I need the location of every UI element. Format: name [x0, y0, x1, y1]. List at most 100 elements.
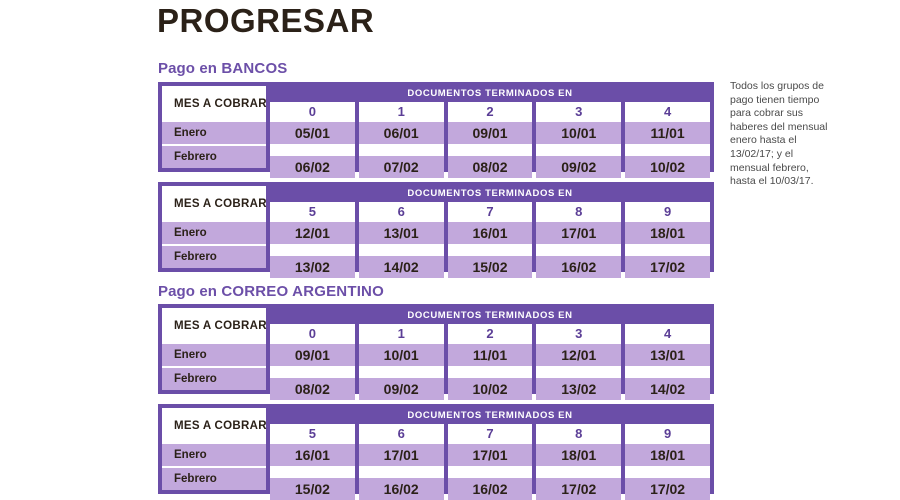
cell-enero: 10/01 [358, 344, 444, 366]
cell-enero: 16/01 [447, 222, 533, 244]
cell-febrero: 16/02 [358, 478, 444, 500]
cell-febrero: 06/02 [270, 156, 355, 178]
row-separator [162, 144, 266, 146]
row-separator [162, 244, 266, 246]
documents-group: DOCUMENTOS TERMINADOS EN 0 09/01 08/02 1… [270, 308, 710, 400]
row-separator [162, 466, 266, 468]
row-label-febrero: Febrero [162, 368, 266, 390]
doc-digit: 4 [625, 102, 710, 122]
doc-column: 2 11/01 10/02 [447, 324, 533, 400]
documents-columns: 0 05/01 06/02 1 06/01 07/02 2 09/01 08/0… [270, 102, 710, 178]
cell-febrero: 10/02 [447, 378, 533, 400]
doc-column: 8 17/01 16/02 [536, 202, 622, 278]
cell-enero: 06/01 [358, 122, 444, 144]
row-label-enero: Enero [162, 122, 266, 144]
cell-febrero: 08/02 [270, 378, 355, 400]
cell-febrero: 14/02 [625, 378, 710, 400]
doc-column: 4 11/01 10/02 [625, 102, 710, 178]
doc-digit: 7 [447, 424, 533, 444]
documents-group: DOCUMENTOS TERMINADOS EN 5 16/01 15/02 6… [270, 408, 710, 500]
doc-digit: 1 [358, 102, 444, 122]
section-heading-emph: CORREO ARGENTINO [221, 283, 384, 300]
cell-enero: 13/01 [625, 344, 710, 366]
cell-enero: 12/01 [536, 344, 622, 366]
doc-column: 9 18/01 17/02 [625, 424, 710, 500]
doc-column: 4 13/01 14/02 [625, 324, 710, 400]
doc-digit: 8 [536, 202, 622, 222]
cell-febrero: 15/02 [270, 478, 355, 500]
cell-enero: 09/01 [447, 122, 533, 144]
row-separator [270, 244, 355, 256]
table-bancos-0-4: MES A COBRAR Enero Febrero DOCUMENTOS TE… [158, 82, 714, 178]
doc-digit: 3 [536, 324, 622, 344]
row-separator [162, 366, 266, 368]
cell-enero: 11/01 [447, 344, 533, 366]
side-note: Todos los grupos de pago tienen tiempo p… [730, 80, 828, 188]
cell-enero: 18/01 [625, 444, 710, 466]
section-heading-lead: Pago en [158, 283, 222, 300]
documents-header: DOCUMENTOS TERMINADOS EN [270, 308, 710, 324]
page-title: PROGRESAR [157, 2, 375, 39]
cell-febrero: 15/02 [447, 256, 533, 278]
row-separator [536, 144, 622, 156]
cell-febrero: 17/02 [536, 478, 622, 500]
doc-digit: 3 [536, 102, 622, 122]
doc-digit: 9 [625, 202, 710, 222]
row-separator [270, 366, 355, 378]
cell-febrero: 17/02 [625, 256, 710, 278]
doc-column: 7 16/01 15/02 [447, 202, 533, 278]
doc-digit: 6 [358, 202, 444, 222]
row-separator [536, 466, 622, 478]
cell-enero: 12/01 [270, 222, 355, 244]
cell-enero: 17/01 [536, 222, 622, 244]
cell-febrero: 09/02 [358, 378, 444, 400]
row-label-febrero: Febrero [162, 146, 266, 168]
row-separator [358, 366, 444, 378]
doc-column: 7 17/01 16/02 [447, 424, 533, 500]
cell-febrero: 13/02 [536, 378, 622, 400]
section-heading-bancos: Pago en BANCOS [158, 60, 288, 77]
doc-digit: 4 [625, 324, 710, 344]
row-separator [447, 366, 533, 378]
doc-column: 1 10/01 09/02 [358, 324, 444, 400]
cell-febrero: 16/02 [447, 478, 533, 500]
table-bancos-5-9: MES A COBRAR Enero Febrero DOCUMENTOS TE… [158, 182, 714, 278]
doc-column: 2 09/01 08/02 [447, 102, 533, 178]
cell-febrero: 16/02 [536, 256, 622, 278]
documents-header: DOCUMENTOS TERMINADOS EN [270, 408, 710, 424]
row-label-enero: Enero [162, 222, 266, 244]
row-separator [447, 144, 533, 156]
month-header: MES A COBRAR [162, 86, 267, 122]
doc-column: 0 05/01 06/02 [270, 102, 355, 178]
doc-column: 8 18/01 17/02 [536, 424, 622, 500]
doc-digit: 7 [447, 202, 533, 222]
doc-column: 1 06/01 07/02 [358, 102, 444, 178]
section-heading-lead: Pago en [158, 60, 222, 77]
doc-digit: 6 [358, 424, 444, 444]
section-heading-correo: Pago en CORREO ARGENTINO [158, 283, 384, 300]
row-separator [447, 466, 533, 478]
doc-column: 5 16/01 15/02 [270, 424, 355, 500]
cell-enero: 10/01 [536, 122, 622, 144]
cell-enero: 17/01 [358, 444, 444, 466]
month-column: MES A COBRAR Enero Febrero [162, 408, 267, 490]
month-header: MES A COBRAR [162, 308, 267, 344]
row-separator [536, 366, 622, 378]
month-header: MES A COBRAR [162, 408, 267, 444]
doc-column: 5 12/01 13/02 [270, 202, 355, 278]
table-correo-5-9: MES A COBRAR Enero Febrero DOCUMENTOS TE… [158, 404, 714, 500]
cell-enero: 13/01 [358, 222, 444, 244]
cell-febrero: 08/02 [447, 156, 533, 178]
documents-columns: 0 09/01 08/02 1 10/01 09/02 2 11/01 10/0… [270, 324, 710, 400]
row-separator [358, 244, 444, 256]
cell-enero: 18/01 [625, 222, 710, 244]
doc-digit: 5 [270, 202, 355, 222]
month-header: MES A COBRAR [162, 186, 267, 222]
cell-enero: 05/01 [270, 122, 355, 144]
cell-enero: 18/01 [536, 444, 622, 466]
cell-febrero: 07/02 [358, 156, 444, 178]
row-label-febrero: Febrero [162, 468, 266, 490]
month-column: MES A COBRAR Enero Febrero [162, 86, 267, 168]
doc-column: 3 10/01 09/02 [536, 102, 622, 178]
cell-febrero: 14/02 [358, 256, 444, 278]
